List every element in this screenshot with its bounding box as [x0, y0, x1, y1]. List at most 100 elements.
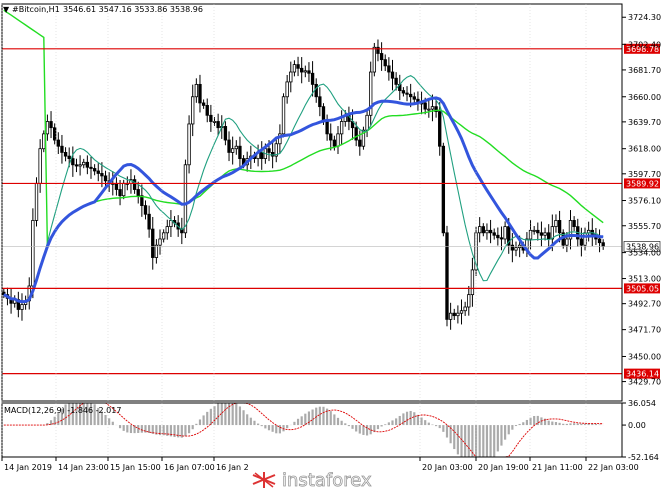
candle — [376, 39, 380, 62]
candle — [372, 42, 377, 77]
candle-body — [554, 220, 558, 228]
candle-body — [56, 139, 60, 147]
candle-body — [74, 164, 79, 167]
x-tick-label: 16 Jan 07:00 — [164, 463, 215, 472]
candle — [459, 299, 464, 325]
candle-body — [532, 229, 536, 232]
candle — [478, 217, 482, 243]
candle — [394, 72, 398, 91]
candle — [445, 225, 449, 327]
candle-body — [507, 226, 511, 246]
candle — [303, 65, 307, 78]
candle — [557, 210, 562, 243]
macd-tick-label: 36.054 — [628, 399, 656, 408]
candle-body — [136, 189, 140, 197]
level-label: 3698.78 — [626, 45, 659, 54]
candle-body — [354, 127, 358, 141]
y-tick-label: 3576.10 — [628, 197, 661, 206]
candle — [452, 308, 456, 320]
candle — [597, 229, 602, 253]
candle-body — [194, 83, 199, 98]
candle — [285, 74, 289, 104]
candle-body — [321, 106, 326, 122]
candle — [528, 219, 533, 250]
candle-body — [230, 148, 235, 153]
candle — [205, 98, 209, 123]
candle — [96, 163, 100, 182]
candle — [78, 155, 82, 176]
candle-body — [140, 195, 144, 206]
y-tick-label: 3702.40 — [628, 40, 661, 49]
candle-body — [187, 123, 191, 166]
header-arrow-icon[interactable]: ▼ — [3, 5, 10, 14]
candle-body — [601, 242, 605, 247]
candle-body — [307, 70, 311, 74]
candle-body — [209, 114, 213, 122]
candle — [463, 301, 467, 316]
candle — [387, 57, 391, 81]
candle — [89, 156, 93, 179]
candle-body — [158, 238, 162, 246]
candle — [63, 147, 68, 162]
candle-body — [528, 229, 533, 240]
chart-axes: 3724.30 3702.40 3681.70 3660.00 3639.70 3618.… — [1, 3, 661, 472]
candle — [547, 224, 551, 248]
y-tick-label: 3450.00 — [628, 352, 661, 361]
candle — [140, 184, 144, 217]
macd-tick-label: 0.00 — [628, 421, 646, 430]
candle-body — [412, 96, 416, 100]
candle — [496, 227, 500, 246]
y-tick-label: 3618.00 — [628, 145, 661, 154]
candle-body — [379, 53, 384, 61]
instaforex-logo-icon — [252, 472, 276, 488]
candle — [143, 200, 148, 220]
y-tick-label: 3471.70 — [628, 326, 661, 335]
candle — [238, 136, 242, 169]
y-tick-label: 3513.00 — [628, 275, 661, 284]
candle-body — [441, 145, 446, 234]
candle-body — [45, 121, 50, 135]
candle-body — [201, 102, 206, 106]
candle-body — [365, 114, 369, 131]
candle — [45, 114, 50, 141]
candle-body — [281, 96, 286, 135]
candle-body — [82, 161, 86, 166]
x-tick-label: 16 Jan 2 — [216, 463, 249, 472]
candle-body — [565, 238, 569, 246]
candle-body — [325, 121, 329, 135]
candle-body — [100, 173, 104, 177]
candle — [532, 225, 536, 235]
candle-body — [456, 312, 460, 317]
candle-body — [423, 102, 427, 110]
candle — [300, 57, 304, 84]
candle — [572, 216, 576, 231]
candle-body — [485, 229, 489, 234]
candle — [568, 210, 573, 250]
candle-body — [234, 145, 238, 150]
candle — [212, 117, 217, 126]
candle — [318, 87, 322, 117]
symbol-label: #Bitcoin,H1 — [12, 5, 60, 14]
candle-body — [427, 108, 431, 111]
level-label: 3589.92 — [626, 179, 659, 188]
y-tick-label: 3492.70 — [628, 300, 661, 309]
candle — [147, 205, 151, 238]
candle — [503, 221, 507, 245]
ma-mid-line — [3, 96, 604, 304]
candle-body — [114, 182, 119, 190]
candle-body — [122, 182, 126, 197]
candle-body — [597, 238, 602, 244]
y-tick-label: 3724.30 — [628, 13, 661, 22]
candle-body — [289, 71, 293, 83]
candle-body — [448, 312, 453, 320]
candle-body — [92, 168, 97, 172]
candle — [42, 130, 46, 153]
candle — [292, 60, 297, 77]
ohlc-values: 3546.61 3547.16 3533.86 3538.96 — [63, 5, 203, 14]
candle — [151, 216, 155, 270]
candle-body — [89, 166, 93, 169]
candle — [216, 113, 220, 136]
candle-body — [452, 312, 456, 317]
candle-body — [96, 170, 100, 174]
